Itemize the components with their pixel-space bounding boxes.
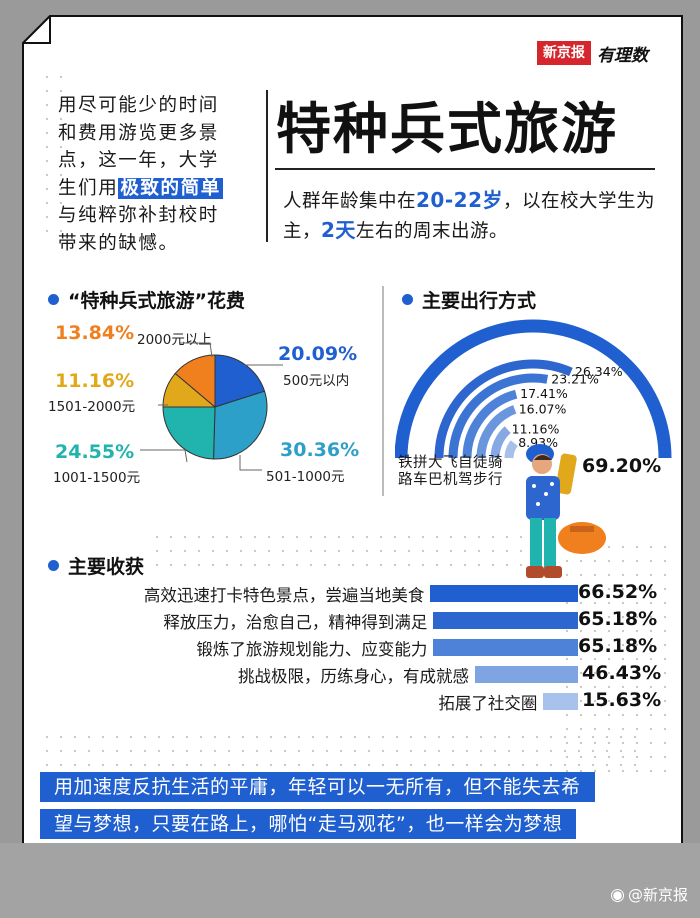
- gain-value: 66.52%: [578, 581, 658, 603]
- travel-arc: [476, 405, 517, 458]
- intro-highlight: 极致的简单: [118, 177, 223, 199]
- travel-arc: [462, 389, 518, 458]
- intro-line: 点，这一年，大学: [58, 150, 219, 171]
- pie-label-1501-2000: 1501-2000元: [48, 399, 136, 415]
- gain-label: 高效迅速打卡特色景点，尝遍当地美食: [143, 586, 425, 605]
- pie-value-2000plus: 13.84%: [55, 322, 135, 344]
- title-underline: [275, 168, 655, 170]
- intro-line: 用尽可能少的时间: [58, 95, 219, 116]
- pie-slice: [174, 354, 216, 409]
- spend-heading: “特种兵式旅游”花费: [48, 286, 245, 313]
- intro-line: 和费用游览更多景: [58, 122, 219, 144]
- intro-line: 与纯粹弥补封校时: [58, 205, 219, 226]
- travel-arc-label: 26.34%: [575, 364, 623, 379]
- travel-radial-chart: 26.34%23.21%17.41%16.07%11.16%8.93%: [395, 319, 672, 458]
- travel-arc-label: 17.41%: [520, 386, 568, 401]
- gain-label: 拓展了社交圈: [438, 694, 538, 713]
- weibo-icon: ◉: [610, 884, 625, 905]
- spend-pie-chart: [162, 354, 268, 460]
- pie-label-1001-1500: 1001-1500元: [53, 470, 141, 486]
- weibo-watermark: ◉ @新京报: [610, 884, 688, 905]
- divider-vertical: [266, 90, 268, 242]
- gain-label: 锻炼了旅游规划能力、应变能力: [196, 640, 428, 659]
- page-title: 特种兵式旅游: [276, 97, 619, 161]
- pie-label-2000plus: 2000元以上: [137, 332, 212, 348]
- travel-value-rail: 69.20%: [582, 455, 662, 477]
- pie-value-501-1000: 30.36%: [280, 439, 360, 461]
- pie-value-1501-2000: 11.16%: [55, 370, 135, 392]
- gain-bar: [433, 612, 578, 629]
- gain-label: 挑战极限，历练身心，有成就感: [237, 667, 469, 686]
- subtitle-days: 2天: [321, 218, 356, 242]
- bullet-dot-icon: [402, 294, 413, 305]
- subtitle-part: 左右的周末出游。: [355, 221, 508, 242]
- gains-heading: 主要收获: [48, 552, 144, 579]
- brand-logo-text: 新京报: [537, 41, 591, 65]
- subtitle-age: 20-22岁: [416, 188, 503, 212]
- gain-bar: [433, 639, 578, 656]
- travel-arc: [434, 359, 573, 458]
- gain-bar: [430, 585, 578, 602]
- intro-line: 带来的缺憾。: [58, 232, 179, 254]
- travel-arc-label: 23.21%: [551, 371, 599, 386]
- bullet-dot-icon: [48, 294, 59, 305]
- weibo-watermark-text: @新京报: [627, 886, 688, 904]
- gain-value: 65.18%: [578, 608, 658, 630]
- intro-text: 用尽可能少的时间 和费用游览更多景 点，这一年，大学 生们用 极致的简单 与纯粹弥…: [58, 92, 258, 257]
- section-divider: [382, 286, 384, 496]
- subtitle-part: ，以在校大学生为主，: [283, 191, 655, 242]
- travel-mode-row: 铁拼大飞自徒骑: [398, 455, 503, 471]
- travel-arc-label: 11.16%: [512, 422, 560, 437]
- brand-logo-sub: 有理数: [597, 45, 648, 66]
- gain-label: 释放压力，治愈自己，精神得到满足: [163, 613, 428, 632]
- pie-slice: [162, 406, 216, 460]
- bullet-dot-icon: [48, 560, 59, 571]
- pie-value-500: 20.09%: [278, 343, 358, 365]
- pie-slice: [213, 390, 268, 460]
- travel-arc: [395, 319, 672, 458]
- travel-arc: [490, 426, 511, 458]
- pie-label-501-1000: 501-1000元: [266, 469, 345, 485]
- gain-value: 65.18%: [578, 635, 658, 657]
- traveler-illustration: [526, 444, 606, 578]
- banner-line-1: 用加速度反抗生活的平庸，年轻可以一无所有，但不能失去希: [40, 772, 595, 802]
- dot-pattern-bottom: [40, 730, 640, 770]
- dot-pattern-mid: [150, 530, 560, 570]
- subtitle: 人群年龄集中在20-22岁，以在校大学生为主，2天左右的周末出游。: [283, 186, 663, 246]
- travel-arc: [448, 373, 549, 458]
- travel-arc: [504, 440, 518, 458]
- dot-pattern-top: [40, 70, 70, 240]
- travel-heading-text: 主要出行方式: [422, 290, 537, 312]
- intro-line: 生们用 极致的简单: [58, 175, 258, 203]
- brand-logo: 新京报 有理数: [537, 40, 648, 66]
- gain-value: 15.63%: [582, 689, 662, 711]
- gain-bar: [474, 666, 578, 683]
- footer-strip: [0, 843, 700, 918]
- pie-value-1001-1500: 24.55%: [55, 441, 135, 463]
- pie-label-500: 500元以内: [283, 373, 350, 389]
- gain-value: 46.43%: [582, 662, 662, 684]
- subtitle-part: 人群年龄集中在: [283, 191, 417, 212]
- travel-mode-row: 路车巴机驾步行: [398, 472, 503, 488]
- travel-mode-labels: 铁拼大飞自徒骑 路车巴机驾步行: [398, 455, 503, 489]
- travel-heading: 主要出行方式: [402, 286, 536, 313]
- gains-heading-text: 主要收获: [68, 556, 145, 578]
- intro-line-pre: 生们用: [58, 177, 119, 199]
- gain-bar: [543, 693, 578, 710]
- banner-line-2: 望与梦想，只要在路上，哪怕“走马观花”，也一样会为梦想: [40, 809, 577, 839]
- travel-arc-label: 16.07%: [519, 401, 567, 416]
- spend-heading-text: “特种兵式旅游”花费: [68, 290, 245, 312]
